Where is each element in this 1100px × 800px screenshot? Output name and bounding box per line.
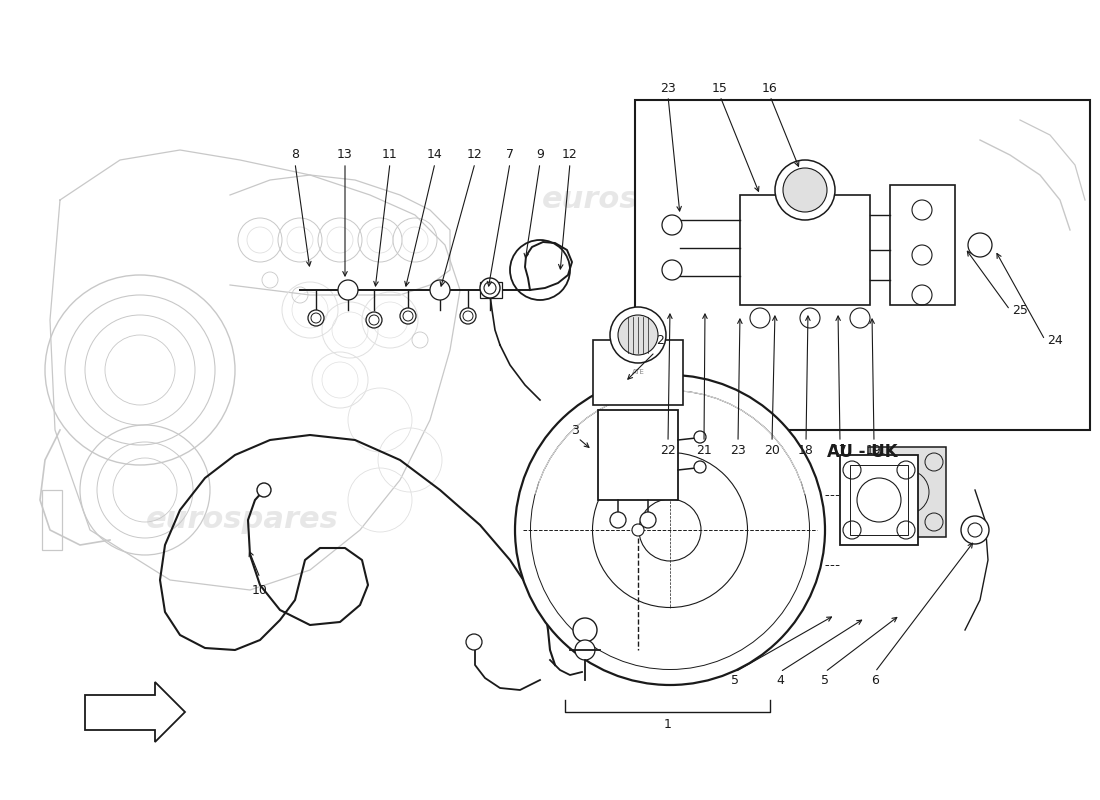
Bar [593,340,683,405]
Bar [850,465,908,535]
Circle shape [610,512,626,528]
Circle shape [640,512,656,528]
Text: eurospares: eurospares [145,506,339,534]
Text: 25: 25 [1012,303,1027,317]
Bar [480,282,502,298]
Text: 10: 10 [252,583,268,597]
Circle shape [430,280,450,300]
Circle shape [800,308,820,328]
Text: 6: 6 [871,674,879,686]
Circle shape [368,315,379,325]
Circle shape [968,233,992,257]
Circle shape [575,640,595,660]
Text: 23: 23 [660,82,675,94]
Circle shape [257,483,271,497]
Text: 3: 3 [571,423,579,437]
Text: 19: 19 [866,443,882,457]
FancyBboxPatch shape [635,100,1090,430]
Circle shape [466,634,482,650]
Bar [42,490,62,550]
Text: 2: 2 [656,334,664,346]
Circle shape [338,280,358,300]
Text: 7: 7 [506,149,514,162]
Text: 22: 22 [660,443,675,457]
Bar [868,447,946,537]
Text: 16: 16 [762,82,778,94]
Circle shape [400,308,416,324]
Circle shape [662,215,682,235]
Text: 8: 8 [292,149,299,162]
Bar [890,185,955,305]
Circle shape [783,168,827,212]
Circle shape [484,282,496,294]
Circle shape [750,308,770,328]
Circle shape [515,375,825,685]
Text: 14: 14 [427,149,443,162]
Text: 18: 18 [799,443,814,457]
Text: 21: 21 [696,443,712,457]
Text: 17: 17 [832,443,848,457]
Text: 20: 20 [764,443,780,457]
Circle shape [632,524,644,536]
Circle shape [968,523,982,537]
Circle shape [618,315,658,355]
Circle shape [961,516,989,544]
Circle shape [480,278,501,298]
Circle shape [308,310,324,326]
Circle shape [639,499,701,561]
Text: 12: 12 [562,149,578,162]
Text: 9: 9 [536,149,543,162]
Text: 5: 5 [732,674,739,686]
Circle shape [463,311,473,321]
Text: 15: 15 [712,82,728,94]
Bar [840,455,918,545]
Circle shape [850,308,870,328]
Polygon shape [85,682,185,742]
Text: 12: 12 [468,149,483,162]
Circle shape [403,311,412,321]
Circle shape [662,260,682,280]
Bar [740,195,870,305]
Text: 24: 24 [1047,334,1063,346]
Circle shape [610,307,665,363]
Text: 11: 11 [382,149,398,162]
Circle shape [460,308,476,324]
Text: 23: 23 [730,443,746,457]
Circle shape [311,313,321,323]
Text: eurospares: eurospares [541,186,735,214]
Circle shape [776,160,835,220]
Circle shape [694,431,706,443]
Circle shape [694,461,706,473]
Circle shape [366,312,382,328]
Text: 13: 13 [337,149,353,162]
Text: 4: 4 [777,674,784,686]
Text: 1: 1 [663,718,671,731]
Text: 5: 5 [821,674,829,686]
Text: ATE: ATE [631,370,645,375]
Circle shape [573,618,597,642]
Bar [598,410,678,500]
Text: AU - UK: AU - UK [827,443,898,461]
